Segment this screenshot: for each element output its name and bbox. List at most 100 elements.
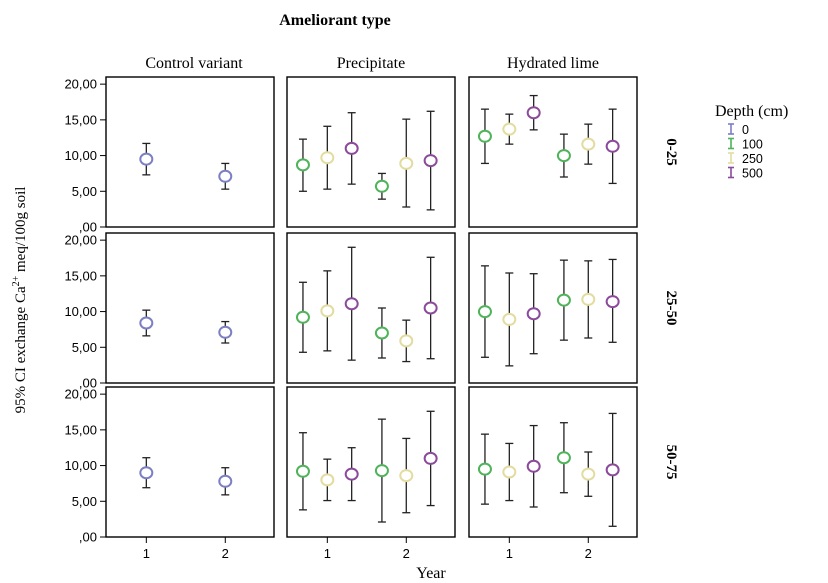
panel [468,386,638,538]
error-bar [344,447,359,502]
error-bar [502,272,517,367]
x-tick-label: 2 [585,546,592,561]
y-tick-label: 15,00 [64,268,97,283]
y-axis-label-main: 95% CI exchange Ca [13,286,29,413]
y-tick-label: ,00 [79,530,97,545]
y-tick-label: ,00 [79,220,97,235]
panel [105,76,275,228]
chart-title: Ameliorant type [279,12,391,29]
error-bar [374,172,389,200]
mean-marker [477,129,492,143]
error-bar [605,412,620,527]
error-bar [502,113,517,145]
panel [468,232,638,384]
mean-marker [581,292,596,306]
x-axis-ticks: 1 2 1 2 1 2 [143,537,592,561]
panel [105,386,275,538]
mean-marker [477,305,492,319]
panel [105,232,275,384]
mean-marker [344,297,359,311]
row-label: 50-75 [663,445,679,480]
mean-marker [344,141,359,155]
error-bar [218,320,233,344]
mean-marker [399,469,414,483]
panel-frame [286,386,456,538]
panel-frame [286,232,456,384]
error-bar [399,437,414,514]
mean-marker [399,156,414,170]
mean-marker [526,106,541,120]
error-bar [423,110,438,211]
mean-marker [218,474,233,488]
panel [286,76,456,228]
mean-marker [526,459,541,473]
error-bar [526,273,541,355]
error-bar [605,258,620,343]
mean-marker [320,151,335,165]
y-tick-label: 20,00 [64,77,97,92]
error-bar [556,133,571,178]
mean-marker [344,467,359,481]
y-axis-label-superscript: 2+ [11,275,22,286]
error-bar [477,433,492,505]
error-bar [526,424,541,508]
mean-marker [605,295,620,309]
error-bar [320,270,335,352]
panel [286,386,456,538]
mean-marker [218,325,233,339]
error-bar [374,418,389,523]
error-bar [218,162,233,190]
mean-marker [423,451,438,465]
legend-item: 250 [728,152,763,166]
mean-marker [218,169,233,183]
column-header: Precipitate [337,55,405,72]
y-axis-label: 95% CI exchange Ca2+ meq/100g soil [11,187,29,414]
mean-marker [139,316,154,330]
panel-frame [105,76,275,228]
error-bar [295,138,310,192]
y-axis-ticks: 20,0015,0010,005,00,0020,0015,0010,005,0… [64,77,106,545]
mean-marker [139,466,154,480]
mean-marker [581,467,596,481]
mean-marker [399,334,414,348]
error-bar [139,309,154,337]
legend-item: 500 [728,167,763,181]
mean-marker [139,152,154,166]
error-bar [423,410,438,507]
error-bar [556,259,571,341]
y-tick-label: ,00 [79,376,97,391]
column-header: Control variant [145,55,243,72]
column-header: Hydrated lime [507,55,599,72]
y-axis-label-tail: meq/100g soil [13,187,29,276]
error-bar [320,458,335,502]
error-bar [502,442,517,502]
x-tick-label: 1 [143,546,150,561]
row-label: 0-25 [663,138,679,166]
mean-marker [295,310,310,324]
error-bar [581,260,596,339]
x-tick-label: 2 [403,546,410,561]
mean-marker [502,122,517,136]
error-bar [477,265,492,358]
y-tick-label: 5,00 [72,184,97,199]
mean-marker [295,158,310,172]
error-bar [139,142,154,176]
mean-marker [556,149,571,163]
panel-frame [468,232,638,384]
panel [468,76,638,228]
mean-marker [605,139,620,153]
x-axis-label: Year [416,565,446,582]
error-bar [139,457,154,489]
mean-marker [374,464,389,478]
error-bar [295,281,310,353]
error-bar [320,125,335,190]
x-tick-label: 1 [324,546,331,561]
row-labels: 0-25 25-50 50-75 [663,138,679,479]
error-bar [399,118,414,208]
x-tick-label: 1 [506,546,513,561]
legend-item: 100 [728,138,763,152]
error-bar [556,422,571,494]
error-bar [295,432,310,511]
mean-marker [320,473,335,487]
